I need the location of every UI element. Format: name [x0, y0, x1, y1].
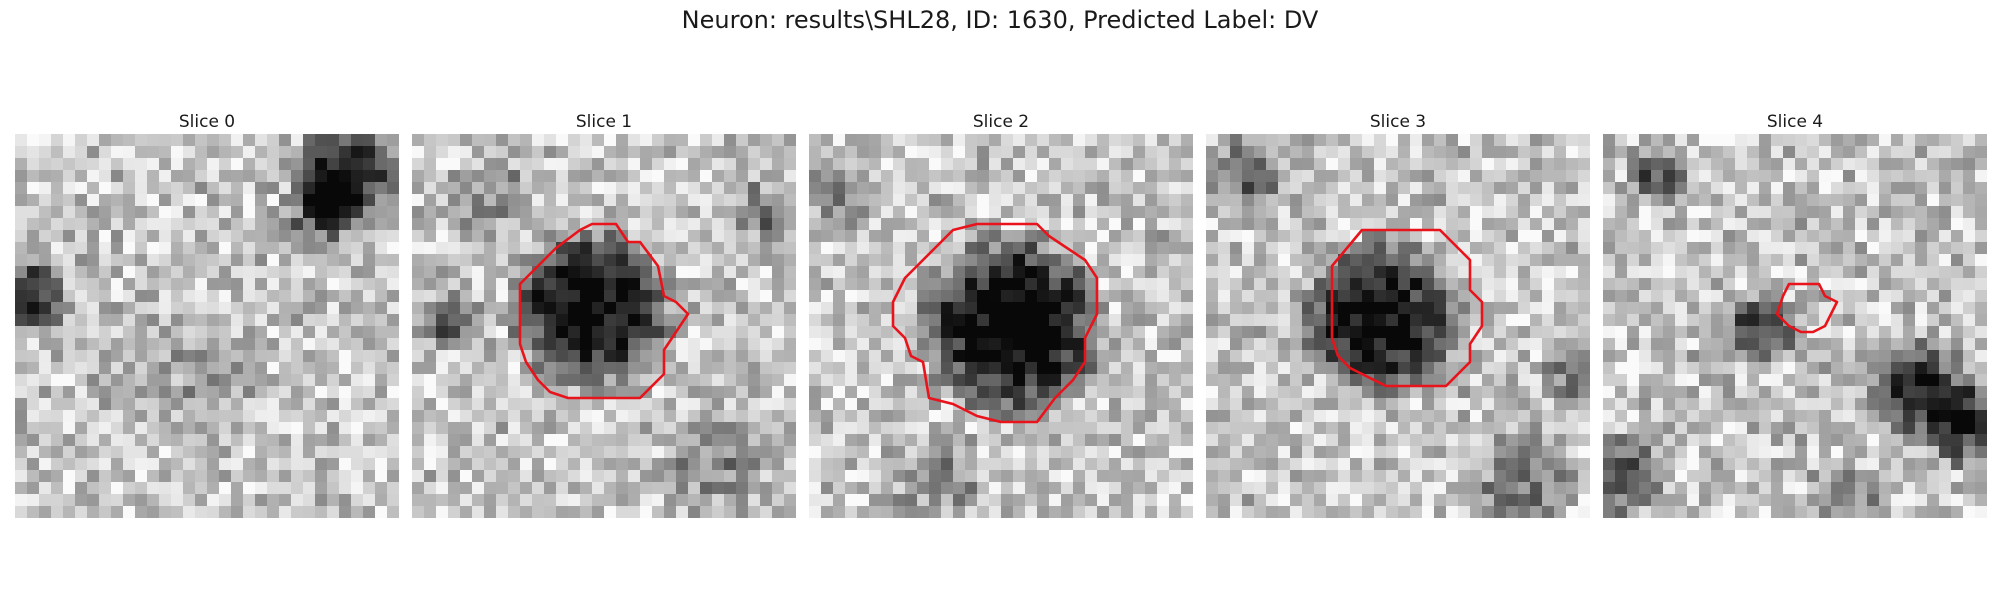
slice-title-4: Slice 4 [1766, 112, 1824, 132]
pixel-texture [15, 134, 399, 518]
slice-image-4 [1603, 134, 1987, 518]
slice-title-1: Slice 1 [575, 112, 633, 132]
neuron-contour-1 [518, 222, 690, 400]
pixel-texture [809, 134, 1193, 518]
figure-title: Neuron: results\SHL28, ID: 1630, Predict… [681, 6, 1319, 34]
slice-title-2: Slice 2 [972, 112, 1030, 132]
pixel-texture [412, 134, 796, 518]
neuron-contour-4 [1775, 282, 1839, 334]
slice-image-3 [1206, 134, 1590, 518]
pixel-texture [1603, 134, 1987, 518]
slice-image-1 [412, 134, 796, 518]
slice-title-0: Slice 0 [178, 112, 236, 132]
slice-title-3: Slice 3 [1369, 112, 1427, 132]
slice-image-2 [809, 134, 1193, 518]
slice-image-0 [15, 134, 399, 518]
neuron-contour-2 [891, 222, 1099, 424]
pixel-texture [1206, 134, 1590, 518]
neuron-contour-3 [1330, 228, 1484, 388]
